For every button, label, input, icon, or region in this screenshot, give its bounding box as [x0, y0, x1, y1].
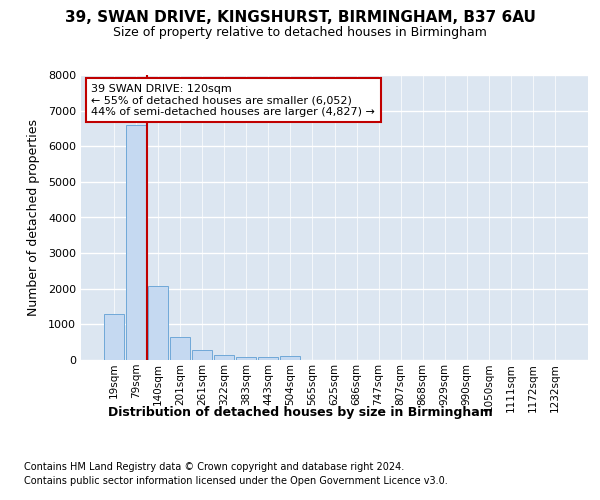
Bar	[259, 357, 278, 360]
Bar	[126, 125, 146, 360]
Y-axis label: Number of detached properties: Number of detached properties	[26, 119, 40, 316]
Bar	[214, 356, 234, 360]
Bar	[148, 286, 168, 360]
Bar	[104, 314, 124, 360]
Text: 39 SWAN DRIVE: 120sqm
← 55% of detached houses are smaller (6,052)
44% of semi-d: 39 SWAN DRIVE: 120sqm ← 55% of detached …	[91, 84, 375, 116]
Text: 39, SWAN DRIVE, KINGSHURST, BIRMINGHAM, B37 6AU: 39, SWAN DRIVE, KINGSHURST, BIRMINGHAM, …	[65, 10, 535, 25]
Text: Distribution of detached houses by size in Birmingham: Distribution of detached houses by size …	[107, 406, 493, 419]
Text: Size of property relative to detached houses in Birmingham: Size of property relative to detached ho…	[113, 26, 487, 39]
Text: Contains HM Land Registry data © Crown copyright and database right 2024.: Contains HM Land Registry data © Crown c…	[24, 462, 404, 472]
Bar	[280, 356, 301, 360]
Bar	[170, 337, 190, 360]
Bar	[236, 357, 256, 360]
Text: Contains public sector information licensed under the Open Government Licence v3: Contains public sector information licen…	[24, 476, 448, 486]
Bar	[192, 350, 212, 360]
